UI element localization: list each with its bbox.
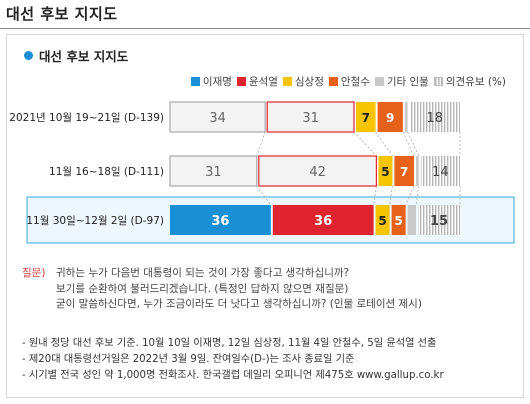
bar-segment	[394, 156, 414, 186]
bar-segment	[391, 205, 406, 235]
legend-label: 의견유보 (%)	[445, 76, 506, 88]
bar-segment	[169, 155, 258, 187]
bar-value-label: 5	[394, 214, 402, 228]
bar-segment	[404, 102, 408, 132]
connector-line	[256, 131, 266, 157]
bar-value-label: 7	[362, 111, 370, 125]
bar-value-label: 34	[209, 111, 226, 126]
legend-item: 이재명	[190, 74, 232, 89]
legend-label: 이재명	[202, 76, 232, 88]
bar-value-label: 36	[314, 214, 332, 229]
question-line: 보기를 순환하여 불러드리겠습니다. (특정인 답하지 않으면 재질문)	[56, 282, 349, 295]
bar-value-label: 9	[386, 111, 394, 125]
category-label: 2021년 10월 19~21일 (D-139)	[9, 111, 164, 124]
legend-swatch	[433, 77, 443, 86]
legend-label: 심상정	[294, 76, 324, 88]
legend-swatch	[374, 77, 384, 86]
bar-segment	[272, 205, 374, 235]
legend-label: 안철수	[340, 76, 370, 88]
legend-item: 심상정	[282, 74, 324, 89]
connector-line	[405, 185, 415, 206]
legend-item: 윤석열	[236, 74, 278, 89]
connector-line	[375, 131, 393, 157]
legend-item: 의견유보 (%)	[433, 74, 506, 89]
connector-line	[373, 185, 377, 206]
legend-item: 안철수	[328, 74, 370, 89]
bar-segment	[420, 156, 460, 186]
legend-swatch	[328, 77, 338, 86]
category-label: 11월 30일~12월 2일 (D-97)	[26, 214, 164, 227]
legend-label: 기타 인물	[386, 76, 429, 88]
page-title: 대선 후보 지지도	[6, 5, 118, 23]
bar-segment	[409, 102, 460, 132]
footnote-line: - 원내 정당 대선 후보 기준. 10월 10일 이재명, 12일 심상정, …	[22, 338, 437, 349]
bar-value-label: 31	[205, 165, 222, 180]
category-label: 11월 16~18일 (D-111)	[49, 165, 164, 178]
bar-value-label: 14	[432, 165, 449, 180]
connector-line	[407, 131, 420, 157]
connector-line	[353, 131, 377, 157]
legend-label: 윤석열	[248, 76, 278, 88]
title-divider	[0, 28, 530, 29]
legend-swatch	[190, 77, 200, 86]
chart-card	[6, 34, 524, 398]
bar-segment	[266, 101, 355, 133]
question-notes: 질문) 귀하는 누가 다음번 대통령이 되는 것이 가장 좋다고 생각하십니까?…	[22, 266, 422, 313]
bullet-dot-icon	[24, 51, 33, 60]
connector-line	[389, 185, 393, 206]
bar-segment	[416, 156, 419, 186]
chart-legend: 이재명 윤석열 심상정 안철수 기타 인물 의견유보 (%)	[186, 74, 506, 89]
bar-segment	[377, 102, 403, 132]
bar-segment	[375, 205, 390, 235]
bar-segment	[378, 156, 393, 186]
bar-segment	[258, 155, 377, 187]
connector-line	[415, 185, 420, 206]
question-label: 질문)	[22, 267, 46, 279]
bar-segment	[407, 205, 416, 235]
footnote-line: - 시기별 전국 성인 약 1,000명 전화조사. 한국갤럽 데일리 오피니언…	[22, 370, 444, 381]
footnotes: - 원내 정당 대선 후보 기준. 10월 10일 이재명, 12일 심상정, …	[22, 336, 444, 384]
bar-segment	[170, 205, 271, 235]
footnote-line: - 제20대 대통령선거일은 2022년 3월 9일. 잔여일수(D-)는 조사…	[22, 354, 355, 365]
question-line: 굳이 말씀하신다면, 누가 조금이라도 더 낫다고 생각하십니까? (인물 로테…	[56, 298, 422, 310]
legend-swatch	[282, 77, 292, 86]
bar-value-label: 5	[381, 165, 389, 179]
legend-item: 기타 인물	[374, 74, 429, 89]
bar-value-label: 5	[378, 214, 386, 228]
legend-swatch	[236, 77, 246, 86]
bar-segment	[356, 102, 376, 132]
bar-segment	[169, 101, 266, 133]
bar-value-label: 15	[430, 214, 448, 229]
connector-line	[402, 131, 415, 157]
bar-value-label: 18	[427, 111, 444, 126]
bar-segment	[418, 205, 460, 235]
chart-title: 대선 후보 지지도	[39, 49, 129, 64]
bar-value-label: 7	[400, 165, 408, 179]
question-line: 귀하는 누가 다음번 대통령이 되는 것이 가장 좋다고 생각하십니까?	[56, 267, 350, 279]
bar-value-label: 42	[309, 165, 326, 180]
bar-value-label: 31	[302, 111, 319, 126]
bar-value-label: 36	[211, 214, 229, 229]
